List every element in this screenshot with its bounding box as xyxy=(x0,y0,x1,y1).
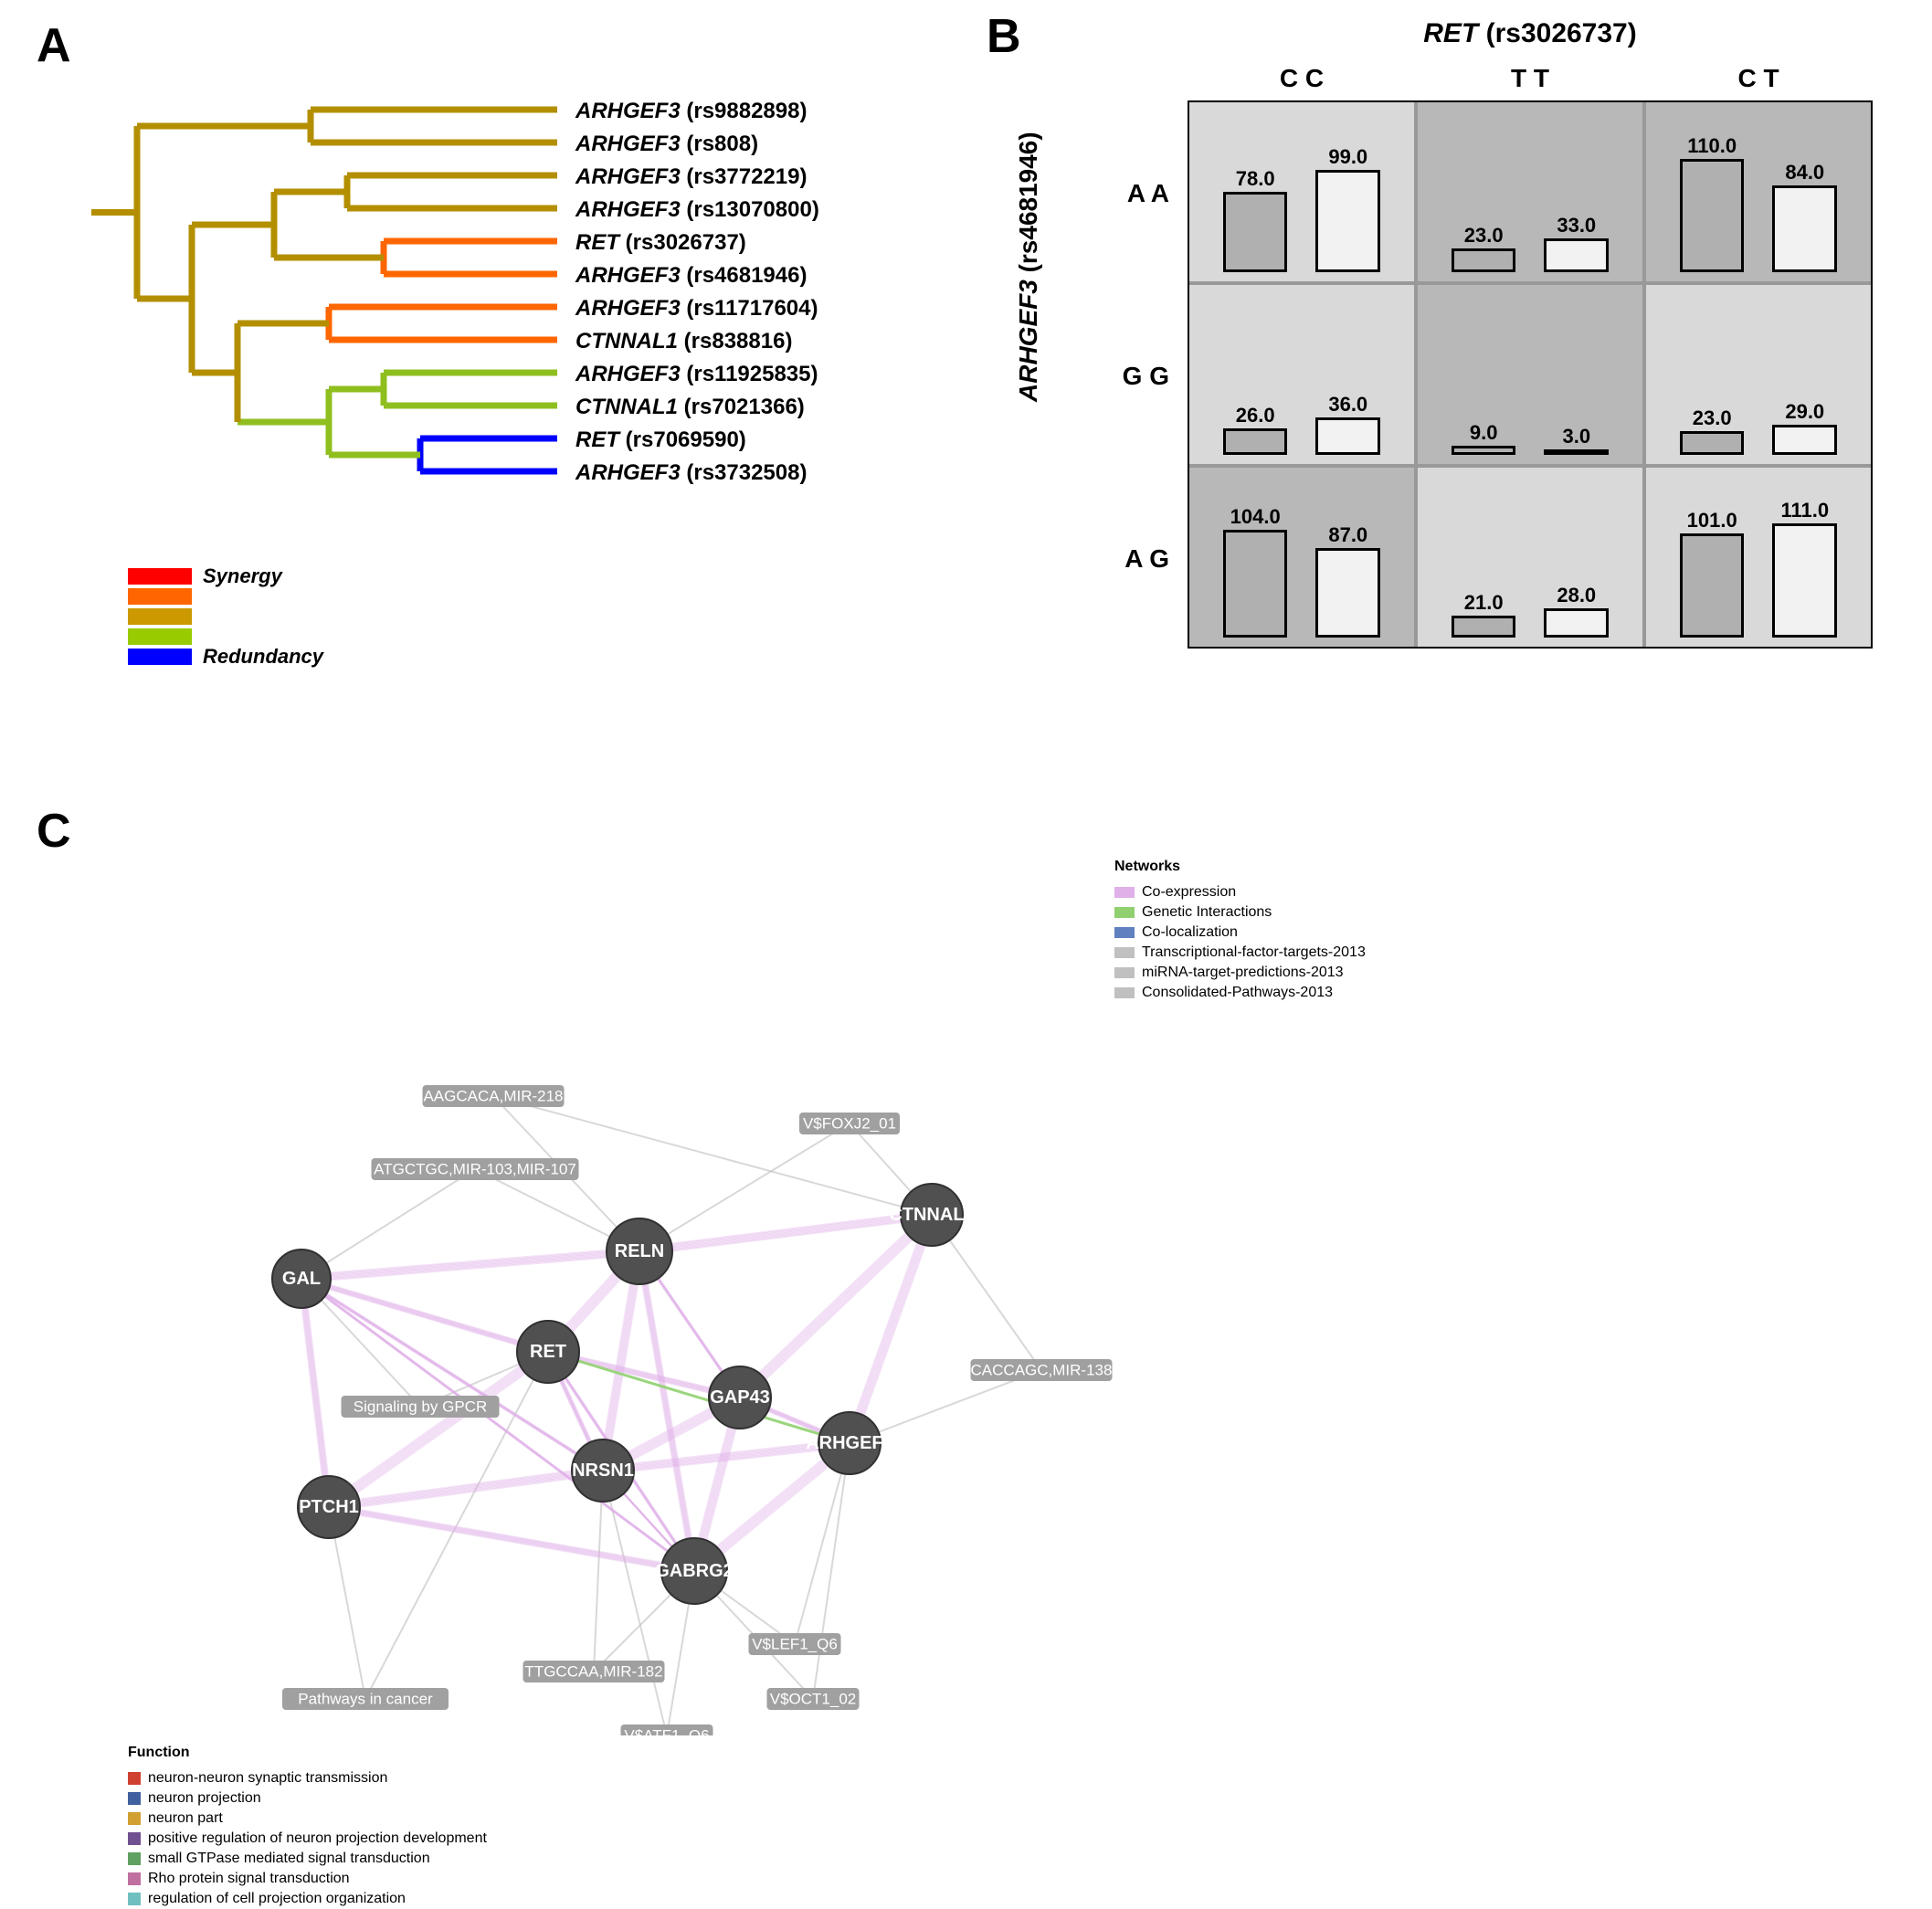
bar: 78.0 xyxy=(1223,192,1288,272)
svg-text:V$OCT1_02: V$OCT1_02 xyxy=(770,1691,857,1708)
col-head: C C xyxy=(1188,64,1416,93)
genotype-cell: 23.0 33.0 xyxy=(1418,102,1642,281)
bar: 23.0 xyxy=(1680,431,1745,455)
dendrogram xyxy=(55,91,566,530)
bar: 9.0 xyxy=(1452,446,1516,455)
genotype-cell: 78.0 99.0 xyxy=(1189,102,1414,281)
bar: 101.0 xyxy=(1680,533,1745,638)
svg-text:V$FOXJ2_01: V$FOXJ2_01 xyxy=(803,1115,896,1133)
genotype-cell: 21.0 28.0 xyxy=(1418,468,1642,647)
legend-item: Rho protein signal transduction xyxy=(128,1869,487,1889)
genotype-cell: 9.0 3.0 xyxy=(1418,285,1642,464)
dendro-leaf: CTNNAL1 (rs838816) xyxy=(575,329,792,354)
genotype-cell: 26.0 36.0 xyxy=(1189,285,1414,464)
dendro-leaf: ARHGEF3 (rs11717604) xyxy=(575,296,818,322)
dendro-leaf: RET (rs3026737) xyxy=(575,230,746,256)
svg-text:AAGCACA,MIR-218: AAGCACA,MIR-218 xyxy=(423,1088,563,1105)
dendro-leaf: ARHGEF3 (rs13070800) xyxy=(575,197,819,223)
panel-a-label: A xyxy=(37,18,71,73)
bar: 36.0 xyxy=(1315,417,1380,455)
svg-text:GABRG2: GABRG2 xyxy=(655,1561,734,1581)
dendro-leaf: CTNNAL1 (rs7021366) xyxy=(575,395,805,420)
synergy-legend: SynergyRedundancy xyxy=(128,566,323,667)
svg-text:CTNNAL1: CTNNAL1 xyxy=(889,1205,974,1225)
bar: 110.0 xyxy=(1680,159,1745,272)
svg-text:V$LEF1_Q6: V$LEF1_Q6 xyxy=(752,1636,838,1653)
dendro-leaf: ARHGEF3 (rs808) xyxy=(575,132,758,157)
bar: 87.0 xyxy=(1315,548,1380,638)
svg-text:GAP43: GAP43 xyxy=(710,1387,770,1408)
svg-text:RET: RET xyxy=(530,1342,566,1362)
genotype-grid: 78.0 99.0 23.0 33.0 110.0 84.0 26.0 36.0 9.0 3.0 2… xyxy=(1188,100,1873,649)
legend-item: regulation of cell projection organizati… xyxy=(128,1889,487,1909)
bar: 28.0 xyxy=(1544,608,1609,638)
bar: 29.0 xyxy=(1772,425,1837,455)
svg-text:TTGCCAA,MIR-182: TTGCCAA,MIR-182 xyxy=(524,1663,662,1681)
legend-item: neuron part xyxy=(128,1809,487,1829)
legend-item: Co-expression xyxy=(1114,882,1366,902)
legend-item: Consolidated-Pathways-2013 xyxy=(1114,983,1366,1003)
legend-item: Transcriptional-factor-targets-2013 xyxy=(1114,943,1366,963)
genotype-cell: 110.0 84.0 xyxy=(1646,102,1871,281)
bar: 99.0 xyxy=(1315,170,1380,272)
legend-item: small GTPase mediated signal transductio… xyxy=(128,1849,487,1869)
bar: 3.0 xyxy=(1544,449,1609,455)
row-head: A A xyxy=(1096,179,1169,208)
panel-b-title: RET (rs3026737) xyxy=(1188,18,1873,49)
genotype-cell: 101.0 111.0 xyxy=(1646,468,1871,647)
legend-item: positive regulation of neuron projection… xyxy=(128,1829,487,1849)
bar: 26.0 xyxy=(1223,428,1288,455)
genotype-cell: 104.0 87.0 xyxy=(1189,468,1414,647)
svg-text:Pathways in cancer: Pathways in cancer xyxy=(298,1691,433,1708)
panel-b-ylabel: ARHGEF3 (rs4681946) xyxy=(1014,132,1043,402)
dendro-leaf: ARHGEF3 (rs3772219) xyxy=(575,164,807,190)
genotype-cell: 23.0 29.0 xyxy=(1646,285,1871,464)
svg-text:Signaling by GPCR: Signaling by GPCR xyxy=(354,1398,487,1416)
svg-text:GAL: GAL xyxy=(282,1269,321,1289)
bar: 33.0 xyxy=(1544,238,1609,272)
bar: 21.0 xyxy=(1452,616,1516,638)
svg-text:CACCAGC,MIR-138: CACCAGC,MIR-138 xyxy=(971,1362,1113,1379)
panel-c-label: C xyxy=(37,804,71,859)
legend-item: neuron projection xyxy=(128,1788,487,1809)
bar: 84.0 xyxy=(1772,185,1837,272)
dendro-leaf: ARHGEF3 (rs3732508) xyxy=(575,460,807,486)
bar: 23.0 xyxy=(1452,248,1516,272)
bar: 111.0 xyxy=(1772,523,1837,638)
svg-text:ARHGEF3: ARHGEF3 xyxy=(806,1433,893,1453)
col-head: T T xyxy=(1416,64,1644,93)
legend-item: Genetic Interactions xyxy=(1114,902,1366,923)
col-head: C T xyxy=(1644,64,1873,93)
row-head: G G xyxy=(1096,362,1169,391)
dendro-leaf: ARHGEF3 (rs4681946) xyxy=(575,263,807,289)
svg-text:PTCH1: PTCH1 xyxy=(299,1497,359,1517)
dendro-leaf: ARHGEF3 (rs9882898) xyxy=(575,99,807,124)
svg-text:RELN: RELN xyxy=(615,1241,664,1261)
svg-text:V$ATF1_Q6: V$ATF1_Q6 xyxy=(624,1727,709,1736)
row-head: A G xyxy=(1096,544,1169,574)
legend-item: Co-localization xyxy=(1114,923,1366,943)
legend-item: miRNA-target-predictions-2013 xyxy=(1114,963,1366,983)
function-legend: Function neuron-neuron synaptic transmis… xyxy=(128,1745,487,1909)
panel-b-label: B xyxy=(987,9,1021,64)
dendro-leaf: RET (rs7069590) xyxy=(575,427,746,453)
bar: 104.0 xyxy=(1223,530,1288,638)
svg-text:ATGCTGC,MIR-103,MIR-107: ATGCTGC,MIR-103,MIR-107 xyxy=(374,1161,576,1178)
svg-text:NRSN1: NRSN1 xyxy=(572,1461,634,1481)
gene-network: GAL RELN CTNNAL1 RET GAP43 ARHGEF3 NRSN1 PTCH1 G… xyxy=(55,913,1425,1735)
dendro-leaf: ARHGEF3 (rs11925835) xyxy=(575,362,818,387)
networks-legend: Networks Co-expressionGenetic Interactio… xyxy=(1114,859,1366,1003)
legend-item: neuron-neuron synaptic transmission xyxy=(128,1768,487,1788)
